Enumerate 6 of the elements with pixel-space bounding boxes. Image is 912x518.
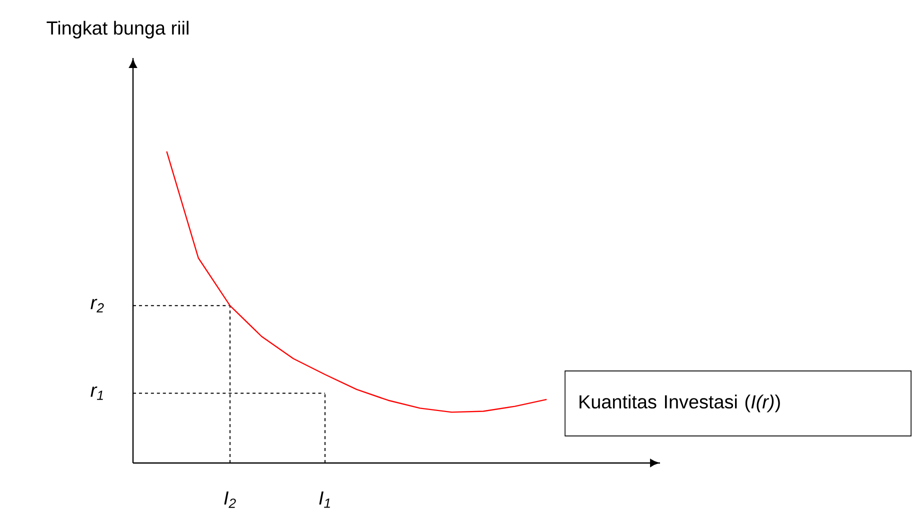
text: r$_{1}$ bbox=[90, 386, 103, 400]
text: Tingkat bunga riil bbox=[46, 20, 188, 38]
category-label: I$_{2}$ bbox=[224, 492, 236, 508]
text: r$_{2}$ bbox=[90, 298, 104, 312]
text: Kuantitas Investasi (I(r)) bbox=[580, 394, 780, 412]
category-label: I$_{1}$ bbox=[319, 492, 330, 508]
